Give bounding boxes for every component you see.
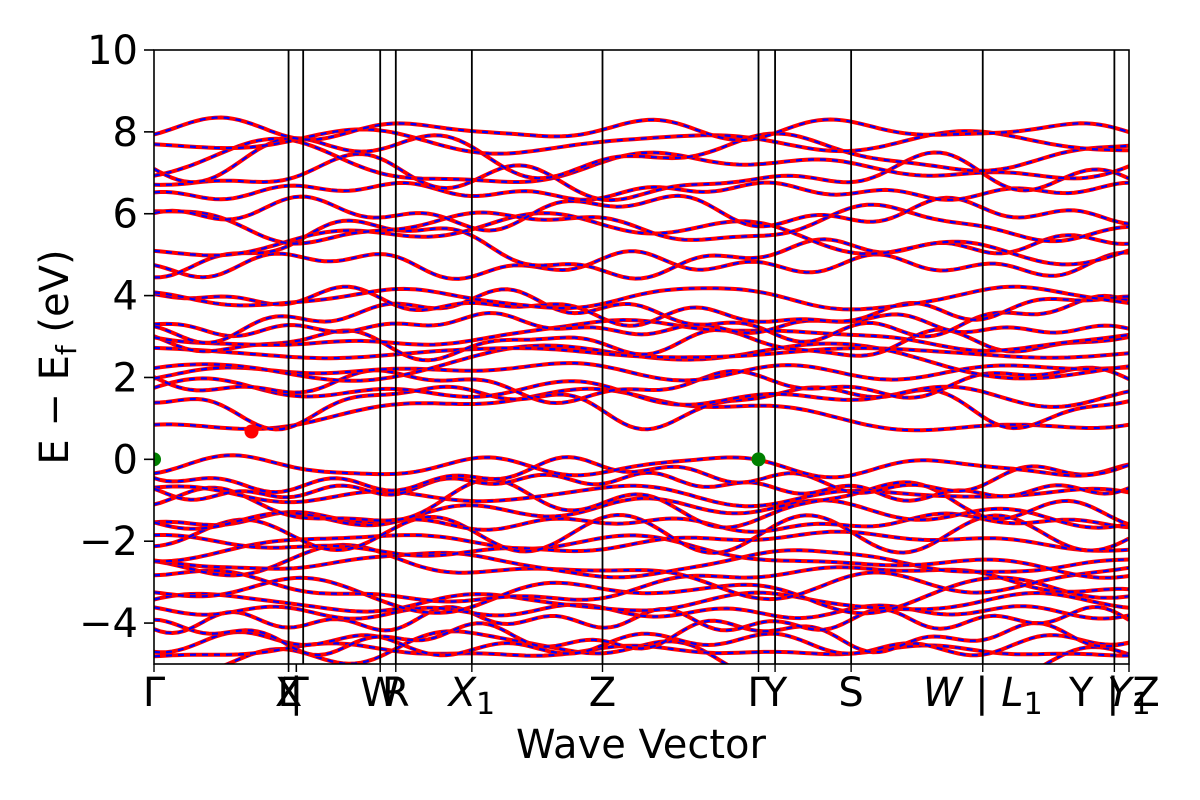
k-point-label: R <box>382 670 410 716</box>
band-line-spin-down <box>154 328 1129 362</box>
band-line-spin-down <box>154 288 1129 344</box>
y-axis-label-sub: f <box>50 344 83 355</box>
band-line-spin-down <box>154 362 1129 382</box>
band-line-spin-up <box>154 455 1129 495</box>
k-point-label: | <box>290 670 303 716</box>
band-line-spin-down <box>154 132 1129 184</box>
band-line-spin-down <box>154 250 1129 281</box>
y-tick-label: 8 <box>113 110 138 156</box>
band-line-spin-up <box>154 575 1129 616</box>
band-line-spin-down <box>154 510 1129 533</box>
y-axis-label-main: E − E <box>32 355 78 465</box>
band-line-spin-down <box>154 497 1129 530</box>
k-point-label: W | L1 <box>923 670 1043 722</box>
k-point-label: Y1 <box>1107 670 1151 722</box>
band-line-spin-down <box>154 385 1129 431</box>
y-tick-label: 6 <box>113 192 138 238</box>
band-line-spin-down <box>154 219 1129 280</box>
band-line-spin-down <box>154 618 1129 657</box>
y-tick-label: 4 <box>113 274 138 320</box>
band-line-spin-down <box>154 128 1129 155</box>
band-line-spin-down <box>154 181 1129 201</box>
y-axis-ticks: −4 −2 0 2 4 6 8 10 <box>79 28 154 647</box>
y-axis-label: E − Ef (eV) <box>32 249 83 464</box>
x-axis-label: Wave Vector <box>516 722 767 768</box>
band-line-spin-down <box>154 591 1129 613</box>
k-point-label: Z <box>589 670 616 716</box>
k-point-label: X1 <box>447 670 496 722</box>
band-line-spin-down <box>154 603 1129 620</box>
y-tick-label: −4 <box>79 601 138 647</box>
band-line-spin-down <box>154 311 1129 338</box>
y-axis-label-unit: (eV) <box>32 249 78 345</box>
k-point-label: Γ <box>747 670 770 716</box>
y-tick-label: 2 <box>113 355 138 401</box>
band-line-spin-up <box>154 365 1129 406</box>
band-line-spin-down <box>154 606 1129 635</box>
band-line-spin-up <box>154 629 1129 658</box>
band-line-spin-down <box>154 484 1129 508</box>
band-line-spin-down <box>154 116 1129 142</box>
band-line-spin-down <box>154 194 1129 232</box>
k-point-label: T <box>283 670 309 716</box>
cbm-marker <box>244 424 259 439</box>
band-line-spin-down <box>154 543 1129 601</box>
vbm-marker <box>751 452 766 467</box>
y-tick-label: 10 <box>87 28 138 74</box>
band-line-spin-down <box>154 318 1129 353</box>
y-tick-label: −2 <box>79 519 138 565</box>
band-lines <box>154 115 1129 664</box>
band-line-spin-down <box>154 137 1129 184</box>
band-line-spin-down <box>154 203 1129 245</box>
band-line-spin-down <box>154 211 1129 266</box>
band-line-spin-down <box>154 549 1129 579</box>
k-point-label: S <box>838 670 863 716</box>
band-line-spin-up <box>154 284 1129 328</box>
plot-frame <box>153 49 1130 665</box>
band-line-spin-down <box>154 377 1129 408</box>
k-point-label: Y | Z <box>1068 670 1160 716</box>
k-point-label: Y <box>762 670 788 716</box>
band-line-spin-up <box>154 150 1129 203</box>
k-point-label: L <box>277 670 300 716</box>
band-line-spin-down <box>154 534 1129 579</box>
y-tick-label: 0 <box>113 437 138 483</box>
vbm-marker <box>154 452 161 467</box>
band-line-spin-down <box>154 478 1129 529</box>
band-line-spin-down <box>154 454 1129 479</box>
k-point-label: W <box>360 670 400 716</box>
k-point-label: X <box>275 670 302 716</box>
high-symmetry-lines <box>287 50 1116 664</box>
band-line-spin-down <box>154 530 1129 557</box>
k-point-label: Γ <box>143 670 166 716</box>
band-extrema-markers <box>154 424 766 467</box>
x-axis-kpoint-labels: Γ LX|T WR X1 Z ΓY S W | L1 Y | ZY1 <box>143 664 1160 722</box>
band-line-spin-down <box>154 285 1129 311</box>
